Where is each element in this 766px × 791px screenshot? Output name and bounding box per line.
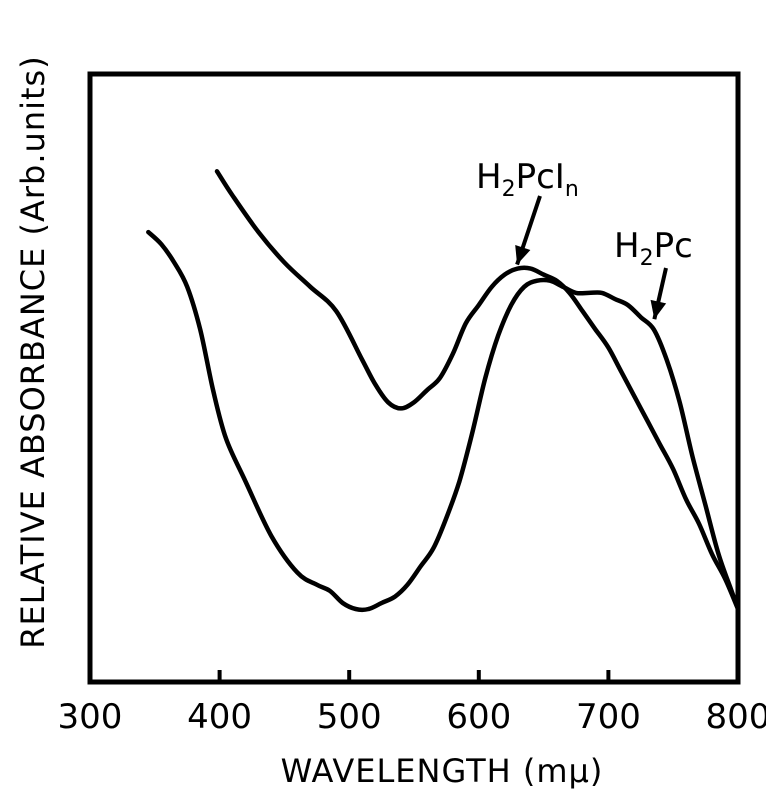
- series-lines: [146, 169, 741, 613]
- x-tick-label-300: 300: [58, 697, 123, 737]
- annotation-h2pc-part-2: Pc: [654, 226, 693, 266]
- annotation-arrowhead-h2pcin: [515, 244, 531, 265]
- x-ticks: [88, 670, 740, 682]
- x-axis-title: WAVELENGTH (mμ): [281, 752, 604, 790]
- plot-area-frame: [87, 71, 741, 685]
- x-tick-label-500: 500: [317, 697, 382, 737]
- annotation-h2pcin-part-1: 2: [502, 177, 516, 202]
- annotation-h2pc-part-0: H: [614, 226, 640, 266]
- y-axis-title: RELATIVE ABSORBANCE (Arb.units): [14, 55, 52, 648]
- annotation-label-h2pcin: H2PcIn: [476, 157, 579, 202]
- series-line-h2pcin: [214, 169, 741, 612]
- annotation-arrowhead-h2pc: [650, 299, 667, 320]
- x-tick-labels: 300 400 500 600 700 800: [58, 697, 766, 737]
- x-tick-label-400: 400: [187, 697, 252, 737]
- annotation-label-h2pc: H2Pc: [614, 226, 693, 271]
- annotation-h2pc-part-1: 2: [640, 246, 654, 271]
- x-tick-label-700: 700: [576, 697, 641, 737]
- x-tick-label-600: 600: [446, 697, 511, 737]
- annotation-h2pcin-part-0: H: [476, 157, 502, 197]
- annotation-h2pcin-part-3: n: [565, 177, 579, 202]
- series-line-h2pc: [146, 229, 741, 613]
- x-tick-label-800: 800: [706, 697, 766, 737]
- annotation-h2pcin-part-2: PcI: [516, 157, 565, 197]
